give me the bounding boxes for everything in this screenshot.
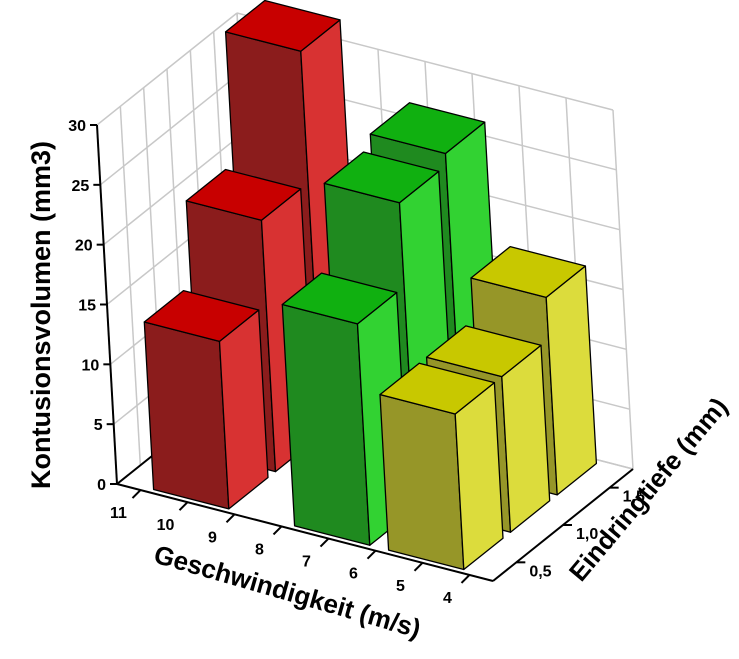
y-tick-label: 0,5: [529, 563, 551, 580]
y-tick-label: 1,0: [576, 526, 598, 543]
x-tick: [178, 501, 189, 511]
x-tick-label: 5: [396, 578, 405, 595]
chart-bars: [143, 0, 598, 571]
z-tick-label: 30: [68, 118, 86, 135]
z-tick-label: 25: [72, 178, 90, 195]
bar: [379, 362, 504, 571]
bar-top: [425, 325, 542, 378]
x-tick-label: 6: [349, 566, 358, 583]
bar-front: [143, 321, 230, 510]
x-tick: [366, 549, 377, 560]
bar-top: [470, 245, 587, 299]
z-tick-label: 20: [75, 238, 93, 255]
bar-top: [185, 168, 302, 221]
bar-side: [501, 344, 551, 533]
x-tick: [272, 525, 283, 536]
x-tick: [131, 489, 142, 499]
x-tick-label: 4: [443, 590, 452, 607]
x-tick-label: 9: [208, 529, 217, 546]
x-tick: [413, 562, 424, 572]
bar-front: [379, 393, 465, 571]
x-tick-label: 8: [255, 541, 264, 558]
bar-top: [224, 0, 341, 52]
bar-side: [218, 309, 269, 510]
x-tick: [225, 513, 236, 524]
y-tick-label: 1,5: [623, 489, 645, 506]
x-tick-label: 11: [110, 505, 127, 522]
z-tick-label: 5: [94, 417, 103, 434]
x-tick: [319, 537, 330, 548]
x-tick-label: 7: [302, 554, 311, 571]
x-tick-label: 10: [157, 517, 175, 534]
bar: [143, 289, 269, 510]
bar-side: [454, 381, 504, 571]
grid-line: [119, 106, 142, 466]
bar-top: [281, 272, 398, 325]
bar-front: [281, 303, 371, 546]
z-axis-label: Kontusionsvolumen (mm3): [26, 141, 56, 489]
x-tick: [460, 574, 471, 584]
bar-top: [323, 151, 440, 204]
bar-top: [369, 102, 486, 155]
axis-line: [116, 483, 494, 582]
x-axis-label: Geschwindigkeit (m/s): [151, 539, 425, 644]
z-tick-label: 10: [82, 357, 100, 374]
chart-ticks: 0 5 10 15 20 25 30 11 10 9 8 7 6 5 4 0,5 1,0 1,5: [68, 118, 645, 607]
bar-top: [143, 289, 260, 343]
z-tick-label: 0: [97, 477, 106, 494]
bar-top: [379, 362, 496, 415]
z-tick-label: 15: [78, 298, 96, 315]
